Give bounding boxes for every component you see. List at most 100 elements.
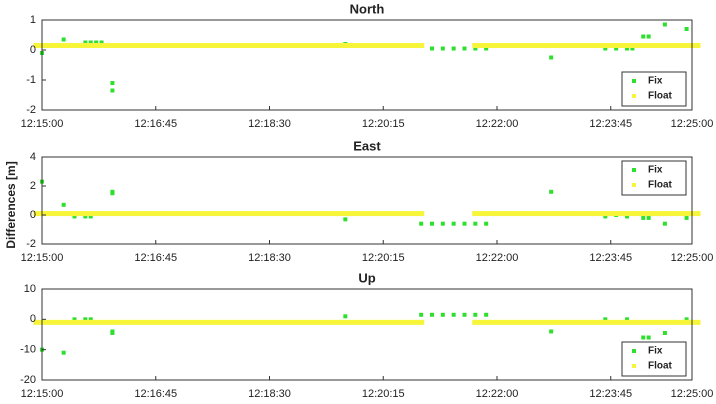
data-point [462,221,467,226]
chart-title: Up [358,270,375,285]
x-tick-label: 12:20:15 [362,388,405,400]
data-point [549,55,554,60]
data-point [662,221,667,226]
x-tick-label: 12:25:00 [671,388,714,400]
data-point [277,43,295,48]
data-point [391,43,408,48]
data-point [430,46,434,51]
data-point [244,211,262,217]
data-point [537,43,555,48]
data-point [196,319,213,325]
data-point [82,211,100,217]
data-point [641,34,646,39]
data-point [603,317,608,322]
data-point [646,34,651,39]
data-point [634,43,652,48]
data-point [228,43,246,48]
x-tick-label: 12:18:30 [248,118,291,130]
data-point [472,319,490,325]
data-point [440,46,445,51]
data-point [196,211,213,217]
data-point [72,317,77,322]
data-point [179,319,197,325]
legend-label: Float [648,180,673,191]
data-point [553,211,571,217]
data-point [163,43,181,48]
data-point [98,319,116,325]
data-point [212,43,230,48]
legend-marker [632,349,636,353]
data-point [309,43,327,48]
data-point [98,211,116,217]
data-point [472,43,490,48]
data-point [473,46,478,51]
chart-title: East [353,138,381,153]
data-point [131,319,148,325]
x-tick-label: 12:22:00 [476,388,519,400]
data-point [163,211,181,217]
data-point [110,330,115,335]
data-point [440,312,445,317]
data-point [521,43,538,48]
data-point [473,221,478,226]
data-point [49,211,67,217]
data-point [114,43,132,48]
data-point [488,43,506,48]
data-point [407,319,425,325]
x-tick-label: 12:16:45 [134,252,177,264]
data-point [212,211,230,217]
x-tick-label: 12:25:00 [671,118,714,130]
x-tick-label: 12:18:30 [248,252,291,264]
data-point [586,211,603,217]
data-point [49,43,67,48]
data-point [618,211,636,217]
x-tick-label: 12:20:15 [362,118,405,130]
data-point [419,312,424,317]
data-point [586,319,603,325]
data-point [374,211,392,217]
legend: Fix Float [621,160,687,196]
x-tick-label: 12:16:45 [134,118,177,130]
data-point [484,312,489,317]
data-point [82,319,100,325]
data-point [342,319,360,325]
legend-box [621,160,687,196]
legend-label: Fix [648,165,663,176]
x-tick-label: 12:23:45 [589,252,632,264]
data-point [110,191,115,196]
data-point [244,43,262,48]
data-point [342,211,360,217]
data-point [309,211,327,217]
data-point [277,319,295,325]
data-point [504,319,522,325]
data-point [684,27,689,31]
x-tick-label: 12:22:00 [476,118,519,130]
data-point [504,43,522,48]
legend-marker [632,364,636,368]
y-tick-label: 10 [24,283,36,295]
x-tick-label: 12:15:00 [21,252,64,264]
data-point [83,214,88,219]
data-point [472,211,490,217]
data-point [569,211,587,217]
data-point [504,211,522,217]
data-point [228,319,246,325]
data-point [603,214,608,219]
data-point [179,43,197,48]
x-tick-label: 12:16:45 [134,388,177,400]
data-point [98,43,116,48]
y-tick-label: -20 [20,374,36,386]
plot-frame [41,156,693,245]
data-point [196,43,213,48]
data-point [83,317,88,322]
data-point [651,211,668,217]
legend-box [621,71,687,107]
data-point [326,319,343,325]
data-point [358,319,376,325]
data-point [49,319,67,325]
y-tick-label: -10 [20,344,36,356]
data-point [602,43,620,48]
y-tick-label: -2 [26,238,36,250]
data-point [131,211,148,217]
data-point [391,211,408,217]
